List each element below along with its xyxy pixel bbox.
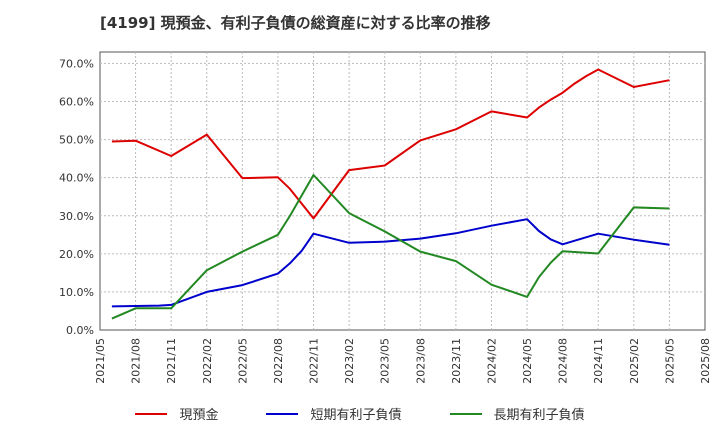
- y-tick-label: 30.0%: [59, 210, 94, 223]
- x-tick-label: 2022/11: [308, 338, 321, 384]
- x-tick-label: 2021/08: [130, 338, 143, 384]
- y-tick-label: 60.0%: [59, 96, 94, 109]
- x-tick-label: 2025/05: [663, 338, 676, 384]
- x-tick-label: 2025/02: [628, 338, 641, 384]
- legend-label-short-term-debt: 短期有利子負債: [310, 408, 402, 423]
- chart-title: [4199] 現預金、有利子負債の総資産に対する比率の推移: [100, 14, 491, 32]
- legend-item-cash: 現預金: [135, 404, 218, 423]
- chart-legend: 現預金 短期有利子負債 長期有利子負債: [0, 404, 720, 423]
- x-tick-label: 2023/11: [450, 338, 463, 384]
- series-line-long-term-debt: [111, 174, 670, 320]
- legend-item-long-term-debt: 長期有利子負債: [449, 404, 585, 423]
- x-tick-label: 2022/08: [272, 338, 285, 384]
- legend-item-short-term-debt: 短期有利子負債: [266, 404, 402, 423]
- legend-swatch-cash: [135, 412, 168, 415]
- x-tick-label: 2021/05: [94, 338, 107, 384]
- y-tick-label: 0.0%: [66, 324, 94, 337]
- x-tick-label: 2023/05: [379, 338, 392, 384]
- x-tick-label: 2025/08: [699, 338, 712, 384]
- x-tick-label: 2024/02: [485, 338, 498, 384]
- x-tick-label: 2023/02: [343, 338, 356, 384]
- y-tick-label: 70.0%: [59, 57, 94, 70]
- x-tick-label: 2024/11: [592, 338, 605, 384]
- series-line-cash: [111, 68, 670, 220]
- x-tick-label: 2022/02: [201, 338, 214, 384]
- legend-swatch-long-term-debt: [449, 412, 482, 415]
- y-tick-label: 10.0%: [59, 286, 94, 299]
- x-tick-label: 2024/05: [521, 338, 534, 384]
- y-tick-label: 50.0%: [59, 134, 94, 147]
- y-tick-label: 40.0%: [59, 172, 94, 185]
- legend-swatch-short-term-debt: [266, 412, 299, 415]
- legend-label-long-term-debt: 長期有利子負債: [493, 408, 585, 423]
- plot-frame: [99, 51, 706, 331]
- x-tick-label: 2022/05: [236, 338, 249, 384]
- legend-label-cash: 現預金: [179, 408, 219, 423]
- x-tick-label: 2023/08: [414, 338, 427, 384]
- x-tick-label: 2021/11: [165, 338, 178, 384]
- series-line-short-term-debt: [111, 218, 670, 308]
- y-tick-label: 20.0%: [59, 248, 94, 261]
- x-tick-label: 2024/08: [557, 338, 570, 384]
